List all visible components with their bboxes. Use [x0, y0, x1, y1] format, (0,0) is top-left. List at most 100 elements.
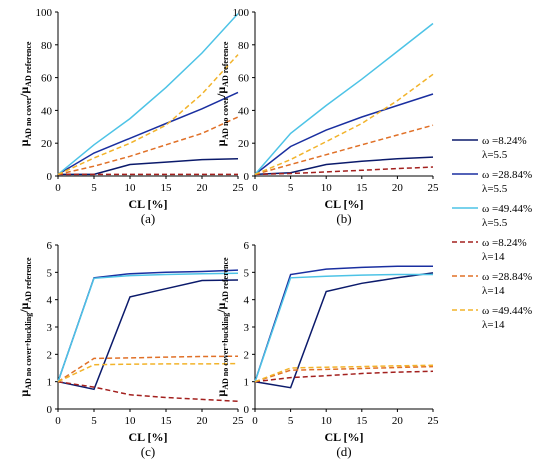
x-axis-label: CL [%]	[129, 197, 168, 211]
y-tick-label: 40	[41, 105, 53, 117]
y-tick-label: 5	[244, 267, 250, 279]
legend-label-lambda: λ=5.5	[482, 149, 508, 161]
series-line-1	[254, 272, 434, 389]
legend-item: ω =28.84% λ=5.5	[452, 169, 532, 195]
legend-item: ω =49.44% λ=5.5	[452, 203, 532, 229]
y-tick-label: 100	[36, 7, 53, 19]
series-line-5	[57, 116, 239, 176]
y-tick-label: 80	[41, 40, 53, 52]
legend: ω =8.24% λ=5.5 ω =28.84% λ=5.5 ω =49.44% λ=5.…	[452, 135, 532, 331]
series-line-3	[254, 273, 433, 382]
x-tick-label: 0	[252, 415, 258, 427]
series-line-5	[254, 365, 434, 383]
series-line-3	[57, 272, 239, 382]
y-axis-label: μAD no cover/μAD reference	[17, 41, 33, 146]
series-line-2	[57, 269, 239, 382]
series-line-2	[254, 265, 433, 382]
x-axis-label: CL [%]	[325, 430, 364, 444]
y-tick-label: 80	[238, 40, 250, 52]
x-tick-label: 0	[55, 182, 61, 194]
series-line-4	[254, 166, 434, 176]
y-tick-label: 3	[244, 322, 250, 334]
y-tick-label: 6	[244, 240, 250, 252]
x-tick-label: 20	[392, 415, 404, 427]
x-tick-label: 10	[125, 415, 137, 427]
x-axis-label: CL [%]	[129, 430, 168, 444]
legend-label-lambda: λ=14	[482, 319, 505, 331]
legend-label-lambda: λ=14	[482, 251, 505, 263]
y-tick-label: 0	[47, 404, 53, 416]
y-tick-label: 6	[47, 240, 53, 252]
legend-item: ω =49.44% λ=14	[452, 305, 532, 331]
y-tick-label: 0	[244, 404, 250, 416]
x-tick-label: 20	[197, 182, 209, 194]
y-tick-label: 60	[238, 73, 250, 85]
y-tick-label: 2	[47, 349, 53, 361]
legend-label: ω =8.24%	[482, 237, 527, 249]
x-tick-label: 0	[252, 182, 258, 194]
panel-2: 0 20 40 60 80 100 0 5 10 15 20 25 CL [%] μAD no cover…	[214, 7, 439, 226]
x-tick-label: 25	[428, 415, 440, 427]
x-tick-label: 25	[233, 182, 245, 194]
legend-label: ω =28.84%	[482, 169, 532, 181]
legend-label-lambda: λ=14	[482, 285, 505, 297]
legend-label: ω =49.44%	[482, 305, 532, 317]
x-tick-label: 0	[55, 415, 61, 427]
y-tick-label: 100	[233, 7, 250, 19]
x-tick-label: 10	[321, 415, 333, 427]
x-tick-label: 10	[125, 182, 137, 194]
y-axis-label: μAD no cover+buckling/μAD reference	[17, 257, 33, 397]
x-tick-label: 5	[91, 182, 97, 194]
panel-4: 0 1 2 3 4 5 6 0 5 10 15 20 25 CL [%] μAD no cover+buck…	[214, 240, 439, 459]
x-tick-label: 10	[321, 182, 333, 194]
y-tick-label: 3	[47, 322, 53, 334]
y-tick-label: 2	[244, 349, 250, 361]
x-tick-label: 5	[91, 415, 97, 427]
y-tick-label: 4	[47, 295, 53, 307]
series-line-2	[254, 93, 434, 175]
series-line-4	[57, 380, 239, 403]
x-tick-label: 15	[356, 415, 368, 427]
series-line-6	[254, 364, 434, 383]
panel-caption: (b)	[336, 211, 351, 226]
y-tick-label: 60	[41, 73, 53, 85]
x-tick-label: 25	[233, 415, 245, 427]
series-line-3	[254, 22, 434, 175]
x-tick-label: 20	[197, 415, 209, 427]
x-tick-label: 20	[392, 182, 404, 194]
series-line-2	[57, 91, 239, 176]
panel-caption: (a)	[141, 211, 155, 226]
legend-label: ω =8.24%	[482, 135, 527, 147]
series-line-6	[57, 54, 239, 176]
y-tick-label: 0	[244, 171, 250, 183]
y-tick-label: 1	[244, 377, 250, 389]
series-line-1	[58, 158, 239, 176]
y-tick-label: 20	[41, 138, 53, 150]
legend-item: ω =8.24% λ=5.5	[452, 135, 527, 161]
x-tick-label: 15	[356, 182, 368, 194]
y-axis-label: μAD no cover/μAD reference	[214, 41, 230, 146]
panel-caption: (c)	[141, 444, 155, 459]
x-tick-label: 5	[288, 415, 294, 427]
x-tick-label: 15	[161, 182, 173, 194]
legend-label-lambda: λ=5.5	[482, 217, 508, 229]
y-tick-label: 0	[47, 171, 53, 183]
x-axis-label: CL [%]	[325, 197, 364, 211]
legend-label-lambda: λ=5.5	[482, 183, 508, 195]
y-tick-label: 4	[244, 295, 250, 307]
series-line-1	[57, 279, 239, 391]
x-tick-label: 5	[288, 182, 294, 194]
panel-caption: (d)	[336, 444, 351, 459]
panel-3: 0 1 2 3 4 5 6 0 5 10 15 20 25 CL [%] μAD no cover+buck…	[17, 240, 244, 459]
y-tick-label: 40	[238, 105, 250, 117]
panel-1: 0 20 40 60 80 100 0 5 10 15 20 25 CL [%] μAD no cover…	[17, 7, 244, 226]
legend-label: ω =28.84%	[482, 271, 532, 283]
y-tick-label: 1	[47, 377, 53, 389]
x-tick-label: 15	[161, 415, 173, 427]
y-tick-label: 5	[47, 267, 53, 279]
y-axis-label: μAD no cover+buckling/μAD reference	[214, 257, 230, 397]
series-line-6	[254, 73, 434, 176]
series-line-1	[254, 156, 434, 176]
